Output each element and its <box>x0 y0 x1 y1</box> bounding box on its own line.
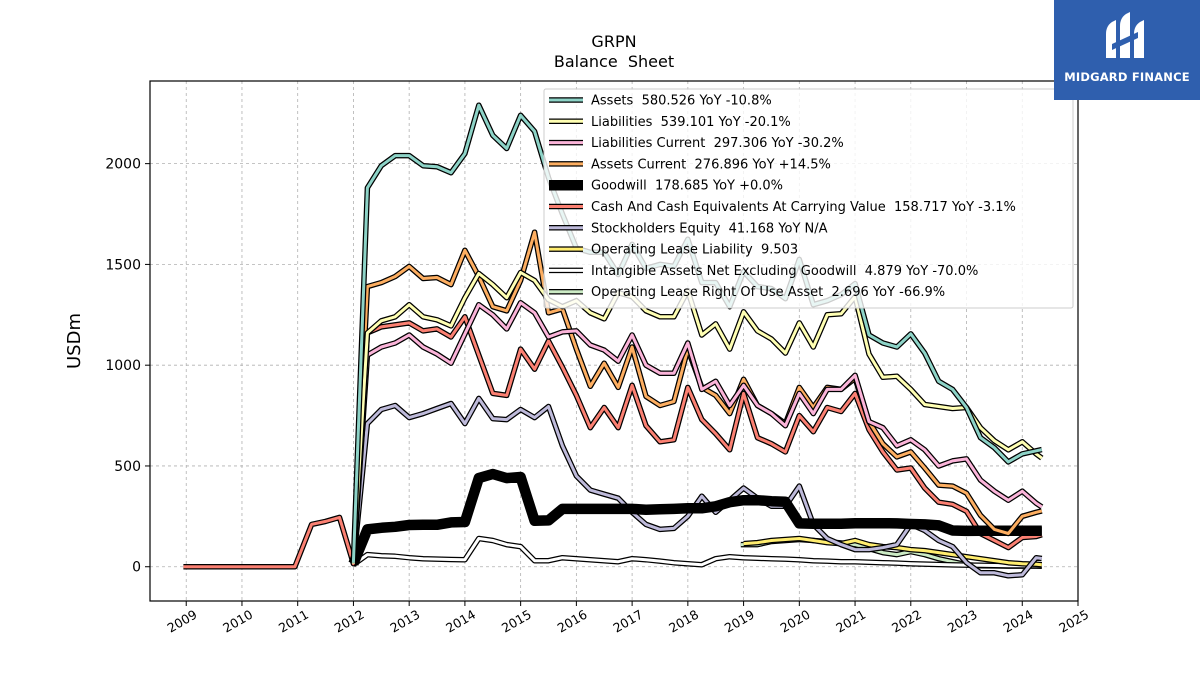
legend-item: Cash And Cash Equivalents At Carrying Va… <box>549 200 1016 215</box>
series-line <box>352 537 1042 568</box>
x-tick-label: 2021 <box>833 607 868 636</box>
y-axis-label: USDm <box>64 313 85 369</box>
chart-title: GRPN <box>591 32 636 51</box>
plot-frame <box>149 80 1079 602</box>
legend-item: Assets Current 276.896 YoY +14.5% <box>549 157 831 172</box>
legend-item: Liabilities Current 297.306 YoY -30.2% <box>549 136 844 151</box>
x-tick-label: 2023 <box>945 607 980 636</box>
series-line <box>351 301 1043 564</box>
series-line <box>349 470 1042 566</box>
series-cash-and-cash-equivalents-at-carrying-value <box>183 314 1043 570</box>
x-tick-label: 2009 <box>164 607 199 636</box>
legend-item: Operating Lease Liability 9.503 <box>549 243 798 258</box>
legend-label: Liabilities Current 297.306 YoY -30.2% <box>591 136 844 151</box>
x-tick-label: 2014 <box>443 607 478 636</box>
legend-item: Assets 580.526 YoY -10.8% <box>549 94 772 109</box>
legend-label: Stockholders Equity 41.168 YoY N/A <box>591 221 828 236</box>
x-axis: 2009 2010 2011 2012 2013 2014 2015 2016 2017 2018… <box>164 601 1091 636</box>
midgard-logo-icon <box>1106 12 1144 58</box>
chart-subtitle: Balance Sheet <box>554 52 674 71</box>
legend-label: Assets 580.526 YoY -10.8% <box>591 94 772 109</box>
x-tick-label: 2022 <box>889 607 924 636</box>
series-line <box>351 271 1043 564</box>
series-liabilities <box>350 269 1044 564</box>
y-tick-label: 0 <box>132 560 141 576</box>
y-tick-label: 500 <box>114 459 141 475</box>
x-tick-label: 2020 <box>778 607 813 636</box>
y-tick-label: 1000 <box>105 358 141 374</box>
brand-logo: MIDGARD FINANCE <box>1054 0 1200 100</box>
y-tick-label: 1500 <box>105 257 141 273</box>
legend-item: Goodwill 178.685 YoY +0.0% <box>549 179 783 194</box>
legend: Assets 580.526 YoY -10.8% Liabilities 539… <box>543 88 1074 309</box>
x-tick-label: 2015 <box>499 607 534 636</box>
legend-label: Operating Lease Liability 9.503 <box>591 243 798 258</box>
legend-label: Liabilities 539.101 YoY -20.1% <box>591 115 791 130</box>
brand-name: MIDGARD FINANCE <box>1064 70 1190 84</box>
x-tick-label: 2025 <box>1056 607 1091 636</box>
series-stockholders-equity <box>350 395 1043 579</box>
x-tick-label: 2011 <box>276 607 311 636</box>
x-tick-label: 2019 <box>722 607 757 636</box>
legend-label: Operating Lease Right Of Use Asset 2.696… <box>591 285 945 300</box>
y-tick-label: 2000 <box>105 157 141 173</box>
x-tick-label: 2017 <box>610 607 645 636</box>
x-tick-label: 2010 <box>220 607 255 636</box>
series-liabilities-current <box>350 299 1044 564</box>
legend-item: Stockholders Equity 41.168 YoY N/A <box>549 221 828 236</box>
legend-box <box>543 88 1074 309</box>
legend-item: Liabilities 539.101 YoY -20.1% <box>549 115 791 130</box>
legend-label: Cash And Cash Equivalents At Carrying Va… <box>591 200 1016 215</box>
legend-label: Intangible Assets Net Excluding Goodwill… <box>591 264 978 279</box>
legend-label: Assets Current 276.896 YoY +14.5% <box>591 157 831 172</box>
series-line <box>351 396 1043 578</box>
legend-item: Intangible Assets Net Excluding Goodwill… <box>549 264 978 279</box>
series-goodwill <box>348 468 1042 566</box>
series-line <box>743 537 1042 567</box>
x-tick-label: 2016 <box>555 607 590 636</box>
series-operating-lease-liability <box>743 535 1043 568</box>
series-intangible-assets-net-excluding-goodwill <box>351 535 1042 569</box>
x-tick-label: 2012 <box>332 607 367 636</box>
x-tick-label: 2018 <box>666 607 701 636</box>
legend-item: Operating Lease Right Of Use Asset 2.696… <box>549 285 945 300</box>
series-line <box>183 315 1043 569</box>
y-axis: 0 500 1000 1500 2000 <box>105 157 150 576</box>
x-tick-label: 2024 <box>1000 607 1035 636</box>
x-tick-label: 2013 <box>387 607 422 636</box>
series-layer <box>183 102 1044 579</box>
legend-label: Goodwill 178.685 YoY +0.0% <box>591 179 783 194</box>
